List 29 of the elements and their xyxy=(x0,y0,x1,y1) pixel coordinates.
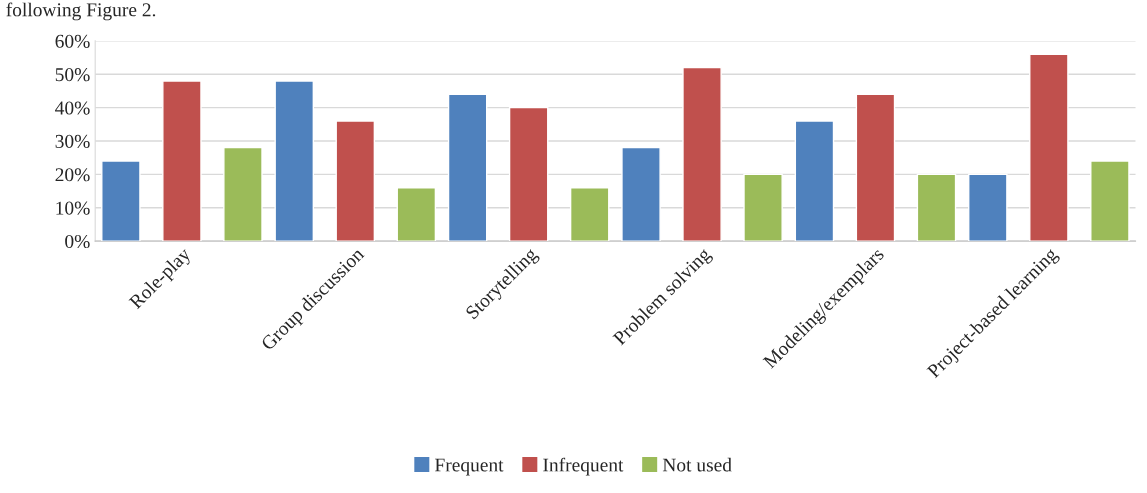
y-tick-label: 0% xyxy=(65,234,90,249)
y-tick-label: 20% xyxy=(55,168,90,182)
y-tick-label: 40% xyxy=(55,101,90,115)
bar xyxy=(274,80,315,242)
legend-label: Infrequent xyxy=(543,457,624,476)
text: following Figure 2. xyxy=(6,2,156,21)
bar xyxy=(396,187,437,242)
bar xyxy=(162,80,202,242)
bar xyxy=(916,173,957,242)
y-tick-label: 50% xyxy=(55,68,90,82)
bar xyxy=(621,146,661,242)
y-tick-label: 60% xyxy=(55,34,90,48)
bar xyxy=(223,146,263,242)
bar xyxy=(447,93,488,242)
bar xyxy=(569,187,610,242)
bar xyxy=(1029,53,1069,242)
bar xyxy=(968,173,1008,242)
y-tick-label: 10% xyxy=(56,201,90,215)
bar xyxy=(682,66,722,242)
bar xyxy=(855,93,896,242)
bar xyxy=(743,173,783,242)
bar xyxy=(1090,160,1130,242)
bar xyxy=(101,160,141,242)
bar xyxy=(508,106,549,242)
legend-label: Frequent xyxy=(435,458,504,476)
bar xyxy=(794,120,835,242)
y-tick-label: 30% xyxy=(55,134,90,148)
legend-label: Not used xyxy=(662,457,732,472)
bar xyxy=(335,120,376,242)
